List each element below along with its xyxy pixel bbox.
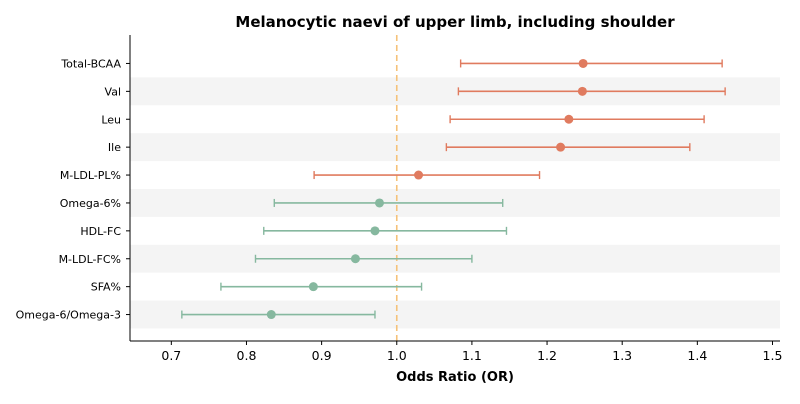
y-tick-label: Val <box>105 85 121 98</box>
x-tick-label: 0.8 <box>237 348 257 363</box>
chart-title: Melanocytic naevi of upper limb, includi… <box>235 13 675 31</box>
y-tick-label: SFA% <box>91 281 121 294</box>
y-tick-label: Total-BCAA <box>60 57 121 70</box>
axes: Total-BCAA Val Leu Ile M-LDL-PL% Omega-6% HDL-… <box>16 35 783 363</box>
y-tick-label: Ile <box>108 141 121 154</box>
odds-ratio-point <box>578 58 588 68</box>
x-axis-label: Odds Ratio (OR) <box>396 370 514 385</box>
x-tick-label: 1.3 <box>612 348 632 363</box>
x-tick-label: 0.7 <box>161 348 181 363</box>
x-tick-label: 0.9 <box>312 348 332 363</box>
odds-ratio-point <box>374 198 384 208</box>
odds-ratio-point <box>266 310 276 320</box>
odds-ratio-point <box>556 142 566 152</box>
x-tick-label: 1.1 <box>462 348 482 363</box>
x-tick-label: 1.5 <box>763 348 783 363</box>
y-tick-label: M-LDL-PL% <box>60 169 121 182</box>
odds-ratio-point <box>350 254 360 264</box>
x-tick-label: 1.4 <box>687 348 707 363</box>
forest-marks <box>181 58 726 320</box>
y-tick-label: Omega-6/Omega-3 <box>16 309 121 322</box>
y-tick-label: Omega-6% <box>60 197 121 210</box>
odds-ratio-point <box>308 282 318 292</box>
y-tick-label: Leu <box>101 113 121 126</box>
y-tick-label: HDL-FC <box>80 225 121 238</box>
y-tick-label: M-LDL-FC% <box>59 253 121 266</box>
odds-ratio-point <box>577 86 587 96</box>
x-tick-label: 1.2 <box>537 348 557 363</box>
odds-ratio-point <box>414 170 424 180</box>
x-tick-label: 1.0 <box>387 348 407 363</box>
odds-ratio-point <box>370 226 380 236</box>
odds-ratio-point <box>564 114 574 124</box>
